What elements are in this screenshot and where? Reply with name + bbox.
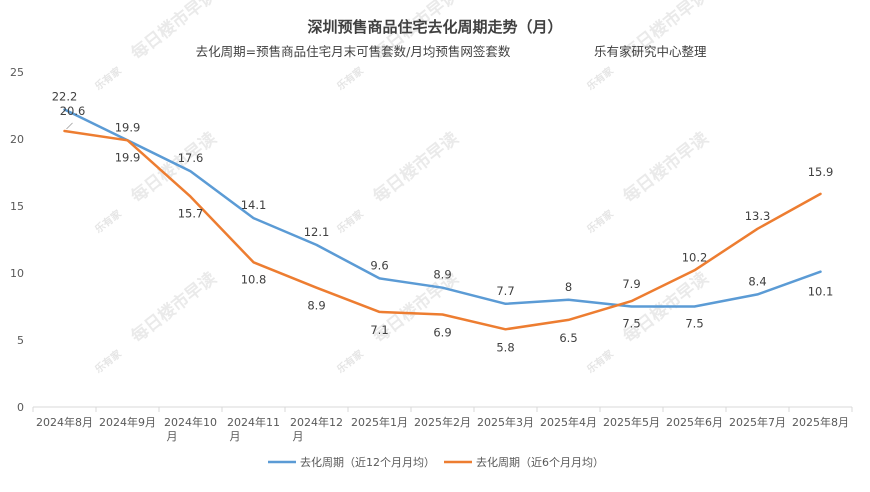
y-tick-label: 5: [17, 334, 24, 347]
x-tick-label: 2025年3月: [477, 415, 534, 429]
watermark-text: 每日楼市早读: [127, 128, 220, 207]
data-label: 19.9: [115, 120, 141, 134]
data-label: 8.9: [433, 268, 451, 282]
y-tick-label: 10: [10, 267, 24, 280]
data-label: 5.8: [496, 340, 514, 354]
watermark-logo: 乐有家: [334, 63, 366, 92]
data-label: 7.7: [496, 284, 514, 298]
watermark-text: 每日楼市早读: [127, 268, 220, 347]
watermark-logo: 乐有家: [92, 346, 124, 375]
data-label: 6.9: [433, 326, 451, 340]
data-label: 7.1: [370, 323, 388, 337]
data-label: 8: [565, 280, 572, 294]
data-label: 14.1: [241, 198, 267, 212]
data-label: 10.1: [808, 285, 834, 299]
series-layer: [63, 108, 822, 331]
watermark-logo: 乐有家: [584, 346, 616, 375]
series-line-1: [63, 108, 822, 308]
x-tick-label: 2024年10 月: [164, 415, 217, 443]
chart-subtitle: 去化周期=预售商品住宅月末可售套数/月均预售网签套数: [196, 44, 511, 59]
x-tick-label: 2025年7月: [729, 415, 786, 429]
data-label: 19.9: [115, 150, 141, 164]
legend-label: 去化周期（近6个月月均）: [476, 455, 604, 469]
x-tick-label: 2024年12 月: [290, 415, 343, 443]
data-label: 8.9: [307, 299, 325, 313]
watermark-text: 每日楼市早读: [619, 128, 712, 207]
data-label: 10.8: [241, 272, 267, 286]
x-tick-label: 2025年5月: [603, 415, 660, 429]
label-leader-line: [66, 122, 73, 130]
axes: 0 5 10 15 20 25 2024年8月 2024年9月 2024年10 月 2024年11 月…: [10, 66, 853, 443]
x-tick-label: 2024年11 月: [227, 415, 280, 443]
y-tick-label: 20: [10, 133, 24, 146]
watermark-logo: 乐有家: [92, 206, 124, 235]
data-label: 7.5: [685, 317, 703, 331]
data-label: 15.9: [808, 165, 834, 179]
data-label: 6.5: [559, 331, 577, 345]
x-tick-label: 2024年9月: [99, 415, 156, 429]
data-label: 8.4: [748, 274, 766, 288]
legend: 去化周期（近12个月月均） 去化周期（近6个月月均）: [268, 455, 604, 469]
y-tick-label: 25: [10, 66, 24, 79]
data-label: 9.6: [370, 258, 388, 272]
x-tick-label: 2025年2月: [414, 415, 471, 429]
x-tick-label: 2025年6月: [666, 415, 723, 429]
watermark-logo: 乐有家: [334, 346, 366, 375]
x-tick-label: 2025年4月: [540, 415, 597, 429]
data-label: 20.6: [60, 104, 86, 118]
chart-title: 深圳预售商品住宅去化周期走势（月）: [307, 18, 562, 36]
data-label: 15.7: [178, 207, 204, 221]
watermark-logo: 乐有家: [92, 63, 124, 92]
data-label: 7.9: [622, 277, 640, 291]
watermark-text: 每日楼市早读: [369, 128, 462, 207]
chart-source: 乐有家研究中心整理: [594, 44, 707, 59]
data-label: 12.1: [304, 225, 330, 239]
x-tick-label: 2025年8月: [792, 415, 849, 429]
y-tick-label: 0: [17, 401, 24, 414]
watermark-logo: 乐有家: [334, 206, 366, 235]
watermark-logo: 乐有家: [584, 63, 616, 92]
data-label: 22.2: [52, 90, 78, 104]
data-label: 7.5: [622, 317, 640, 331]
series-line-2: [63, 129, 822, 331]
data-labels: 22.2 19.9 17.6 14.1 12.1 9.6 8.9 7.7 8 7.5 7.5 8.4 1…: [52, 90, 834, 355]
data-label: 10.2: [682, 250, 708, 264]
y-tick-label: 15: [10, 200, 24, 213]
data-label: 17.6: [178, 151, 204, 165]
x-tick-label: 2025年1月: [351, 415, 408, 429]
legend-label: 去化周期（近12个月月均）: [300, 455, 435, 469]
data-label: 13.3: [745, 209, 771, 223]
watermark-logo: 乐有家: [584, 206, 616, 235]
x-tick-label: 2024年8月: [36, 415, 93, 429]
